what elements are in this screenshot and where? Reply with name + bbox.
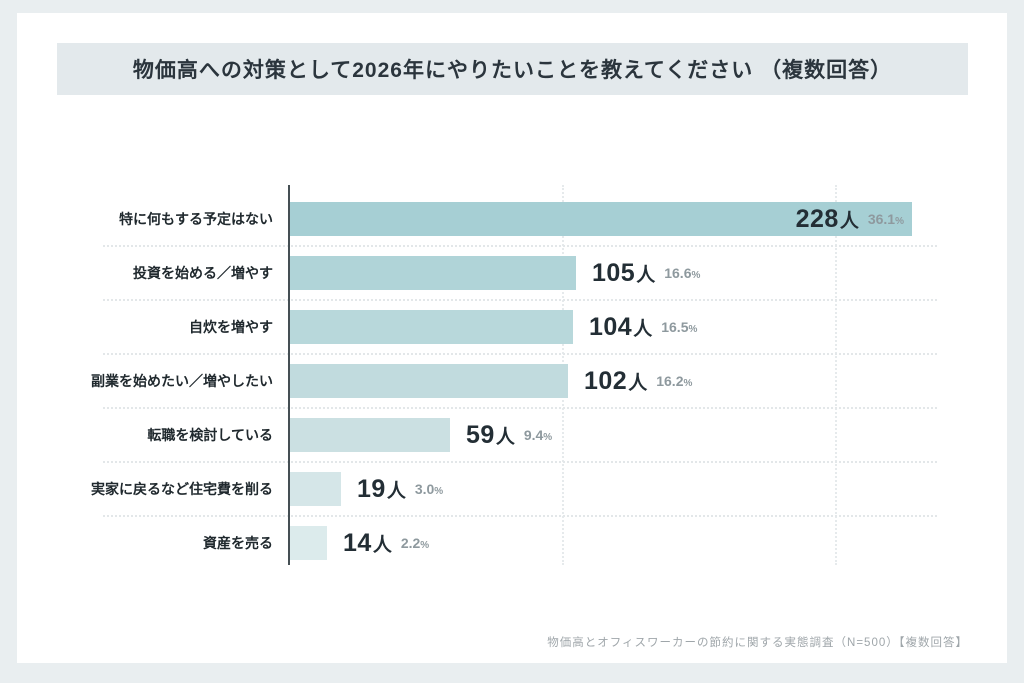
bar-row: 実家に戻るなど住宅費を削る 19 人 3.0% [17, 461, 1007, 516]
percent-sign: % [420, 540, 430, 551]
value-unit: 人 [636, 264, 656, 286]
value-count: 102 [584, 366, 628, 395]
bar-row: 転職を検討している 59 人 9.4% [17, 407, 1007, 462]
category-label: 特に何もする予定はない [119, 211, 273, 227]
value-count: 14 [343, 528, 372, 557]
value-percent: 2.2% [400, 535, 430, 551]
value-label: 104 人 16.5% [589, 300, 697, 354]
source-note: 物価高とオフィスワーカーの節約に関する実態調査（N=500）【複数回答】 [547, 637, 968, 649]
bar [289, 310, 573, 344]
chart-title: 物価高への対策として2026年にやりたいことを教えてください （複数回答） [132, 59, 893, 82]
bar-row: 自炊を増やす 104 人 16.5% [17, 299, 1007, 354]
bar [289, 526, 327, 560]
value-percent: 3.0% [414, 481, 444, 497]
chart-card: 物価高への対策として2026年にやりたいことを教えてください （複数回答） 特に… [17, 13, 1007, 663]
value-label: 19 人 3.0% [357, 462, 443, 516]
bar [289, 364, 568, 398]
value-count: 105 [592, 258, 636, 287]
value-count: 19 [357, 474, 386, 503]
bar [289, 418, 450, 452]
percent-sign: % [691, 270, 701, 281]
percent-sign: % [688, 324, 698, 335]
value-label: 59 人 9.4% [466, 408, 552, 462]
bar [289, 472, 341, 506]
value-count: 104 [589, 312, 633, 341]
category-label: 実家に戻るなど住宅費を削る [91, 481, 273, 497]
value-unit: 人 [628, 372, 648, 394]
value-percent: 36.1% [867, 211, 904, 227]
value-percent: 16.6% [664, 265, 701, 281]
value-label: 228 人 36.1% [796, 192, 904, 246]
bar-row: 副業を始めたい／増やしたい 102 人 16.2% [17, 353, 1007, 408]
bar [289, 256, 576, 290]
bar-row: 投資を始める／増やす 105 人 16.6% [17, 245, 1007, 300]
value-count: 59 [466, 420, 495, 449]
value-label: 105 人 16.6% [592, 246, 700, 300]
percent-sign: % [683, 378, 693, 389]
bar-row: 特に何もする予定はない 228 人 36.1% [17, 192, 1007, 246]
value-percent: 16.2% [656, 373, 693, 389]
bar [289, 202, 912, 236]
chart-title-band: 物価高への対策として2026年にやりたいことを教えてください （複数回答） [57, 43, 968, 95]
value-unit: 人 [386, 480, 406, 502]
value-percent: 9.4% [523, 427, 553, 443]
bar-rows: 特に何もする予定はない 228 人 36.1% 投資を始める／増やす 105 人 16.6% 自… [17, 192, 1007, 570]
percent-sign: % [543, 432, 553, 443]
value-unit: 人 [495, 426, 515, 448]
percent-sign: % [434, 486, 444, 497]
value-count: 228 [795, 204, 839, 233]
category-label: 資産を売る [203, 535, 273, 551]
vertical-gridline [835, 185, 837, 565]
category-label: 投資を始める／増やす [133, 265, 273, 281]
value-label: 14 人 2.2% [343, 516, 429, 570]
value-unit: 人 [839, 210, 859, 232]
value-percent: 16.5% [661, 319, 698, 335]
bar-row: 資産を売る 14 人 2.2% [17, 515, 1007, 570]
value-label: 102 人 16.2% [584, 354, 692, 408]
category-label: 転職を検討している [147, 427, 273, 443]
category-label: 自炊を増やす [189, 319, 273, 335]
percent-sign: % [895, 216, 904, 227]
value-unit: 人 [372, 534, 392, 556]
value-unit: 人 [633, 318, 653, 340]
y-axis-line [288, 185, 290, 565]
category-label: 副業を始めたい／増やしたい [91, 373, 273, 389]
